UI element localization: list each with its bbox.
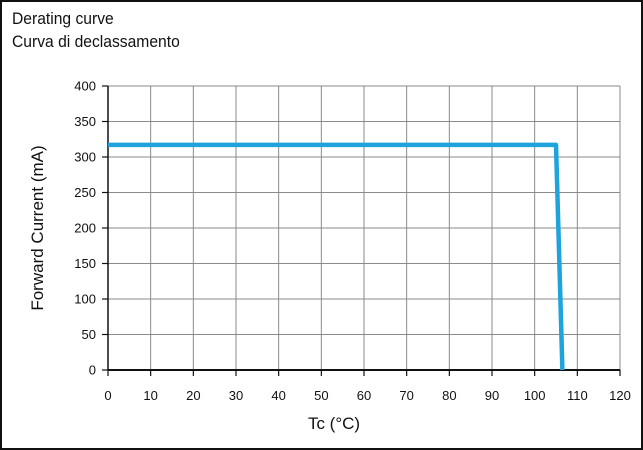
y-tick-label: 50 xyxy=(82,327,96,342)
x-tick-label: 10 xyxy=(143,388,157,403)
y-tick-label: 0 xyxy=(89,363,96,378)
y-tick-label: 350 xyxy=(74,114,96,129)
y-tick-label: 300 xyxy=(74,150,96,165)
x-tick-label: 90 xyxy=(485,388,499,403)
y-tick-label: 400 xyxy=(74,79,96,94)
x-tick-label: 30 xyxy=(229,388,243,403)
x-tick-label: 50 xyxy=(314,388,328,403)
y-axis-label: Forward Current (mA) xyxy=(28,145,47,310)
series-line-0 xyxy=(108,142,565,371)
y-tick-label: 100 xyxy=(74,292,96,307)
x-tick-label: 20 xyxy=(186,388,200,403)
axes xyxy=(102,85,621,376)
x-tick-label: 70 xyxy=(399,388,413,403)
y-tick-label: 200 xyxy=(74,221,96,236)
x-axis-label: Tc (°C) xyxy=(308,414,360,433)
x-tick-label: 80 xyxy=(442,388,456,403)
x-tick-label: 60 xyxy=(357,388,371,403)
y-tick-label: 250 xyxy=(74,185,96,200)
x-tick-label: 120 xyxy=(609,388,631,403)
y-tick-label: 150 xyxy=(74,256,96,271)
tick-labels: 0 10 20 30 40 50 60 70 80 90 100 110 120 0 50 100 150 200… xyxy=(74,79,631,404)
chart-subtitle: Curva di declassamento xyxy=(12,32,180,51)
x-tick-label: 110 xyxy=(567,388,588,403)
x-tick-label: 40 xyxy=(271,388,285,403)
series-layer xyxy=(108,142,565,371)
grid xyxy=(108,85,621,370)
x-tick-label: 100 xyxy=(524,388,546,403)
chart-title: Derating curve xyxy=(12,9,114,28)
x-tick-label: 0 xyxy=(104,388,111,403)
